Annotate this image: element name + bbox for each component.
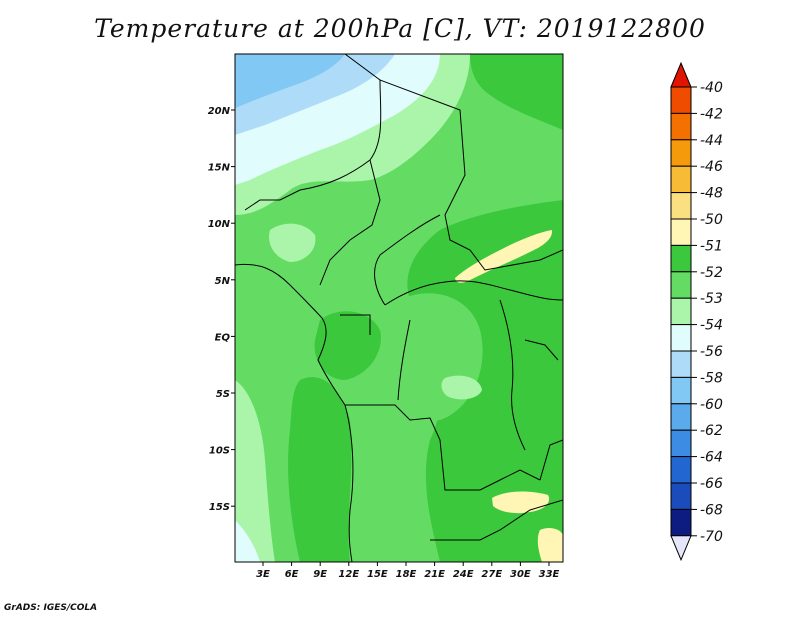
colorbar-swatch xyxy=(670,165,692,194)
colorbar-swatch xyxy=(670,86,692,114)
colorbar-label: -62 xyxy=(700,423,723,439)
lat-tick-label: 20N xyxy=(208,106,231,117)
lon-tick-label: 18E xyxy=(396,569,417,580)
colorbar-swatch xyxy=(670,218,692,246)
colorbar-swatch xyxy=(670,192,692,220)
lon-tick-label: 12E xyxy=(338,569,359,580)
field-minus54-west xyxy=(235,380,275,562)
field-minus52-north xyxy=(470,54,563,130)
field-minus56-sw xyxy=(235,520,260,562)
field-minus51-corner xyxy=(537,527,563,562)
lon-tick-label: 15E xyxy=(367,569,388,580)
lat-tick-label: 10S xyxy=(209,446,230,457)
colorbar-label: -60 xyxy=(700,397,723,413)
colorbar-label: -50 xyxy=(700,212,723,228)
colorbar-swatch xyxy=(670,297,692,326)
map-title: Temperature at 200hPa [C], VT: 201912280… xyxy=(94,14,706,43)
field-minus54-band xyxy=(269,223,316,262)
colorbar-swatch xyxy=(670,139,692,167)
colorbar-label: -40 xyxy=(700,80,723,96)
country-borders xyxy=(235,54,563,562)
colorbar-swatch xyxy=(670,429,692,458)
longitude-axis: 3E 6E 9E 12E 15E 18E 21E 24E 27E 30E 33E xyxy=(256,562,560,580)
lon-tick-label: 9E xyxy=(313,569,327,580)
lon-tick-label: 3E xyxy=(256,569,270,580)
colorbar-swatch xyxy=(670,112,692,141)
colorbar-label: -52 xyxy=(700,265,723,281)
colorbar-label: -48 xyxy=(700,186,723,202)
colorbar-swatch xyxy=(670,350,692,378)
lon-tick-label: 24E xyxy=(453,569,474,580)
lon-tick-label: 27E xyxy=(481,569,502,580)
lat-tick-label: 10N xyxy=(208,219,231,230)
colorbar-swatch xyxy=(670,508,692,537)
lon-tick-label: 33E xyxy=(539,569,560,580)
colorbar-bottom-triangle xyxy=(670,535,692,562)
latitude-axis: 20N 15N 10N 5N EQ 5S 10S 15S xyxy=(208,106,235,513)
colorbar-swatch xyxy=(670,456,692,484)
colorbar-swatch xyxy=(670,403,692,431)
lat-tick-label: EQ xyxy=(215,332,231,343)
colorbar-label: -68 xyxy=(700,502,723,518)
colorbar-swatch xyxy=(670,482,692,510)
field-minus54-patch xyxy=(441,375,482,400)
colorbar-label: -70 xyxy=(700,529,723,545)
colorbar-label: -42 xyxy=(700,106,723,122)
field-minus52-west xyxy=(288,376,352,562)
temperature-field xyxy=(235,54,563,562)
colorbar-label: -46 xyxy=(700,159,723,175)
colorbar-label: -51 xyxy=(700,238,723,254)
map-frame xyxy=(234,53,564,563)
lon-tick-label: 30E xyxy=(510,569,531,580)
grads-credit: GrADS: IGES/COLA xyxy=(4,603,98,613)
lat-tick-label: 5S xyxy=(216,389,230,400)
colorbar-label: -54 xyxy=(700,318,723,334)
lat-tick-label: 5N xyxy=(215,276,231,287)
colorbar-swatch xyxy=(670,244,692,273)
colorbar-swatch xyxy=(670,376,692,405)
colorbar-swatch xyxy=(670,324,692,352)
colorbar-swatch xyxy=(670,271,692,299)
lat-tick-label: 15N xyxy=(208,163,231,174)
field-minus52-center xyxy=(314,311,381,380)
lon-tick-label: 6E xyxy=(285,569,299,580)
field-minus60-nw xyxy=(235,54,345,108)
colorbar: -40 -42 -44 -46 -48 -50 -51 -52 -53 -54 -56 -58 -60 -… xyxy=(670,61,723,562)
field-minus51-band xyxy=(455,230,553,283)
colorbar-label: -53 xyxy=(700,291,723,307)
colorbar-label: -44 xyxy=(700,133,723,149)
lat-tick-label: 15S xyxy=(209,502,230,513)
colorbar-label: -66 xyxy=(700,476,723,492)
colorbar-label: -58 xyxy=(700,370,723,386)
colorbar-label: -56 xyxy=(700,344,723,360)
lon-tick-label: 21E xyxy=(424,569,445,580)
colorbar-label: -64 xyxy=(700,450,723,466)
field-minus51-south xyxy=(492,491,550,514)
colorbar-top-triangle xyxy=(670,61,692,88)
